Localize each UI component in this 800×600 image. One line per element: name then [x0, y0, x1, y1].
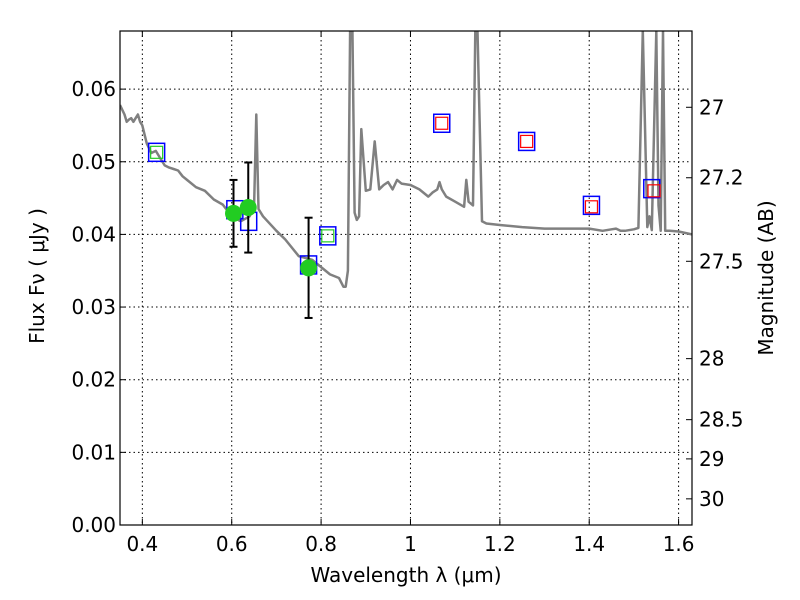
- y-tick-label: 0.01: [71, 440, 116, 464]
- green-box-marker: [150, 145, 164, 159]
- observed-point: [239, 199, 257, 217]
- x-tick-label: 0.4: [126, 532, 158, 556]
- red-box-marker: [584, 200, 599, 214]
- axis-ticks: 0.4 0.6 0.8 1 1.2 1.4 1.6 0.00 0.01 0.02 0.03 0.04 0…: [71, 31, 744, 556]
- y-tick-label: 0.02: [71, 368, 116, 392]
- right-tick-label: 29: [699, 447, 724, 471]
- right-tick-label: 30: [699, 487, 724, 511]
- x-tick-label: 0.8: [305, 532, 337, 556]
- x-tick-label: 1: [404, 532, 417, 556]
- blue-box-marker: [517, 131, 536, 152]
- model-sed-line: [120, 31, 692, 288]
- x-axis-label: Wavelength λ (μm): [310, 563, 501, 587]
- right-tick-label: 28.5: [699, 408, 744, 432]
- red-box-marker: [520, 134, 534, 149]
- right-tick-label: 28: [699, 347, 724, 371]
- observed-point: [300, 259, 318, 277]
- y-tick-label: 0.05: [71, 150, 116, 174]
- red-box-marker: [435, 116, 449, 130]
- blue-box-marker: [147, 142, 166, 163]
- right-tick-label: 27.5: [699, 249, 744, 273]
- x-tick-label: 1.6: [663, 532, 695, 556]
- y-tick-label: 0.04: [71, 222, 116, 246]
- model-sed: [120, 31, 692, 288]
- green-box-marker: [321, 229, 335, 243]
- blue-box-marker: [433, 113, 451, 134]
- blue-box-marker: [319, 226, 337, 246]
- x-tick-label: 1.4: [573, 532, 605, 556]
- plot-frame: [119, 30, 693, 526]
- red-box-marker: [647, 184, 661, 198]
- x-tick-label: 0.6: [216, 532, 248, 556]
- grid: [120, 31, 692, 526]
- right-y-axis-label: Magnitude (AB): [754, 200, 778, 355]
- observed-point: [225, 204, 243, 222]
- photometry-markers: [147, 113, 661, 319]
- right-tick-label: 27: [699, 95, 724, 119]
- left-y-axis-label: Flux Fν ( μJy ): [25, 208, 49, 344]
- y-tick-label: 0.00: [71, 513, 116, 537]
- right-tick-label: 27.2: [699, 166, 744, 190]
- y-tick-label: 0.03: [71, 295, 116, 319]
- y-tick-label: 0.06: [71, 77, 116, 101]
- x-tick-label: 1.2: [484, 532, 516, 556]
- blue-box-marker: [582, 195, 601, 216]
